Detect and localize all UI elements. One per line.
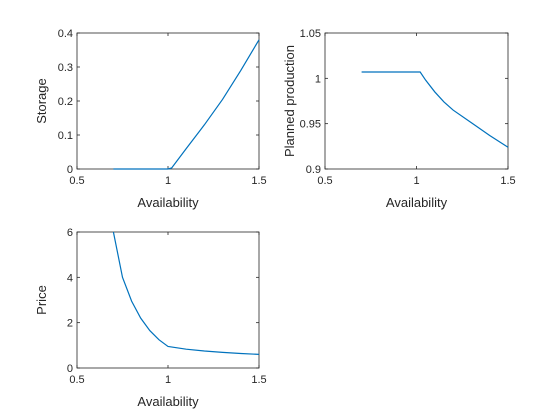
x-tick-label: 0.5 [69, 175, 84, 187]
y-axis-label: Storage [34, 78, 49, 124]
series-line [112, 231, 260, 355]
y-axis-label: Price [34, 285, 49, 315]
y-tick-label: 0 [67, 363, 73, 375]
y-axis-label: Planned production [282, 45, 297, 157]
series-line [113, 39, 260, 170]
plot-area [76, 231, 260, 369]
y-tick-label: 4 [67, 272, 73, 284]
y-tick-label: 1 [315, 73, 321, 85]
x-tick-label: 1 [413, 175, 419, 187]
y-tick-label: 0.95 [300, 119, 321, 131]
x-tick-label: 1 [165, 374, 171, 386]
plot-area [324, 32, 509, 170]
y-tick-label: 0.2 [58, 96, 73, 108]
y-tick-label: 6 [67, 227, 73, 239]
y-tick-label: 2 [67, 318, 73, 330]
chart-panel-2: 0.5 1 1.5 0.9 0.95 1 1.05 Availability Planned p… [282, 28, 516, 210]
x-axis-label: Availability [386, 195, 448, 210]
x-tick-label: 0.5 [317, 175, 332, 187]
y-tick-label: 0.1 [58, 130, 73, 142]
x-axis-label: Availability [137, 195, 199, 210]
x-axis-label: Availability [137, 394, 199, 409]
x-tick-label: 0.5 [69, 374, 84, 386]
chart-panel-3: 0.5 1 1.5 0 2 4 6 Availability Price [34, 227, 267, 409]
plot-area [76, 32, 260, 170]
x-tick-label: 1 [165, 175, 171, 187]
y-tick-label: 0 [67, 164, 73, 176]
x-tick-label: 1.5 [251, 374, 266, 386]
chart-panel-1: 0.5 1 1.5 0 0.1 0.2 0.3 0.4 Availability Storage [34, 28, 267, 210]
y-tick-label: 0.3 [58, 62, 73, 74]
y-tick-label: 0.4 [58, 28, 73, 40]
y-tick-label: 1.05 [300, 28, 321, 40]
y-tick-label: 0.9 [306, 164, 321, 176]
x-tick-label: 1.5 [500, 175, 515, 187]
series-line [361, 71, 509, 148]
x-tick-label: 1.5 [251, 175, 266, 187]
